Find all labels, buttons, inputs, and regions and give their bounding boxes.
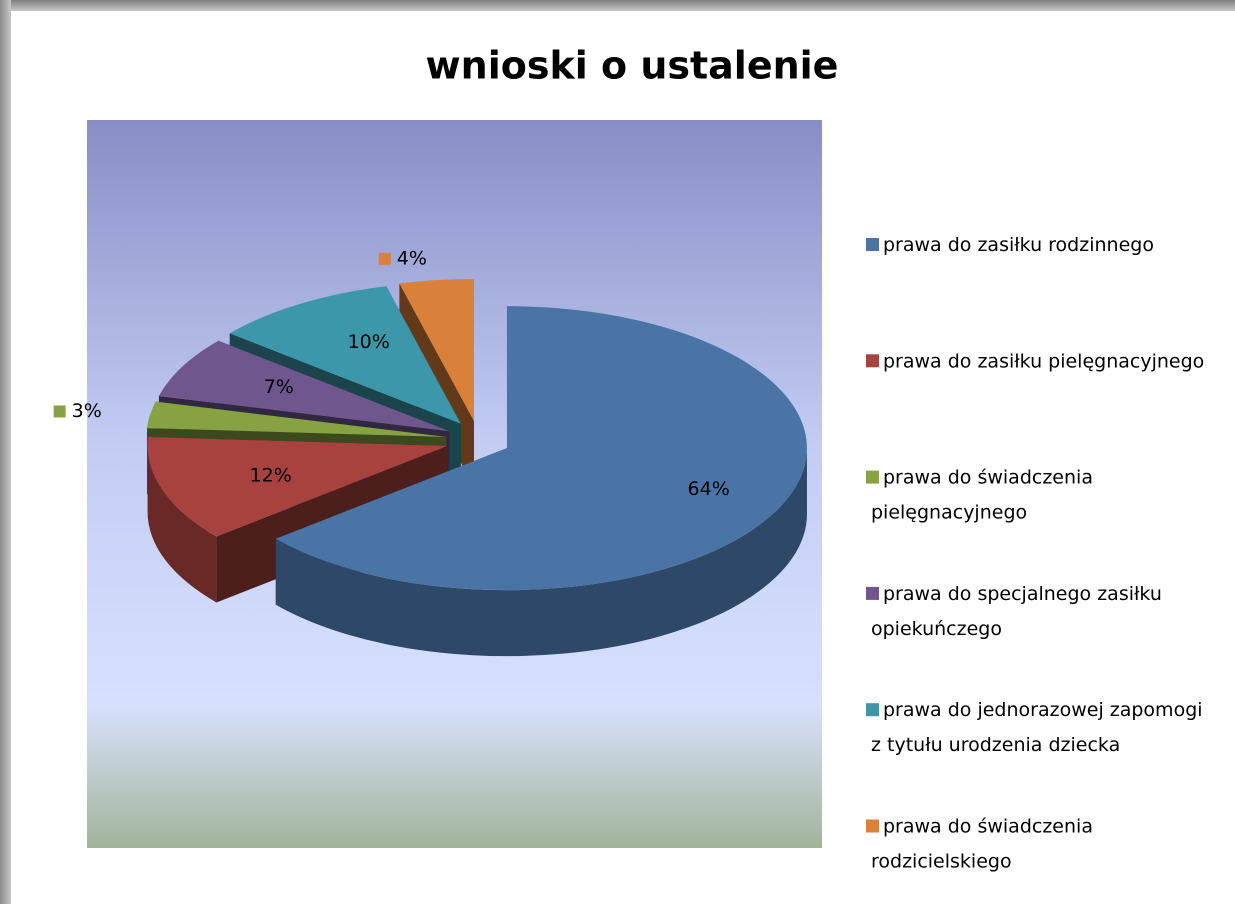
chart-title: wnioski o ustalenie: [426, 44, 839, 88]
pie-slice: [146, 401, 447, 437]
legend-label: prawa do specjalnego zasiłku opiekuńczego: [871, 582, 1162, 639]
legend-label: prawa do świadczenia pielęgnacyjnego: [871, 466, 1093, 523]
frame-top: [0, 0, 1235, 11]
legend-line: pielęgnacyjnego: [871, 501, 1027, 523]
legend-line: opiekuńczego: [871, 617, 1002, 639]
legend-label: prawa do zasiłku pielęgnacyjnego: [883, 350, 1204, 372]
legend-label: prawa do jednorazowej zapomogi z tytułu u…: [871, 699, 1203, 756]
legend-label: prawa do świadczenia rodzicielskiego: [871, 815, 1093, 872]
label-marker: [669, 483, 682, 496]
label-marker: [378, 252, 391, 265]
pie-slice: [399, 278, 474, 421]
legend-line: prawa do świadczenia: [883, 815, 1093, 837]
frame-left: [0, 0, 11, 904]
slice: [275, 306, 807, 657]
legend-line: prawa do zasiłku rodzinnego: [883, 234, 1154, 256]
legend-swatch: [866, 470, 879, 484]
label-marker: [245, 381, 258, 394]
data-label: 4%: [397, 247, 427, 269]
legend-line: prawa do specjalnego zasiłku: [883, 582, 1162, 604]
data-label: 64%: [688, 478, 730, 500]
legend-line: prawa do zasiłku pielęgnacyjnego: [883, 350, 1204, 372]
pie-slice: [158, 340, 450, 432]
pie-slice: [275, 306, 807, 591]
pie-slice: [147, 437, 448, 537]
slice-wall: [275, 448, 807, 657]
legend-swatch: [866, 703, 879, 717]
legend-swatch: [866, 238, 879, 251]
label-marker: [53, 405, 66, 418]
data-label: 12%: [250, 464, 292, 486]
legend-line: z tytułu urodzenia dziecka: [871, 734, 1120, 756]
data-label: 3%: [72, 400, 102, 422]
data-label: 7%: [264, 376, 294, 398]
data-label: 10%: [348, 331, 390, 353]
legend-swatch: [866, 586, 879, 600]
legend-swatch: [866, 354, 879, 368]
legend-swatch: [866, 819, 879, 833]
label-marker: [231, 469, 244, 482]
pie-slice: [229, 286, 461, 424]
legend-line: rodzicielskiego: [871, 850, 1012, 872]
slice-wall: [147, 445, 217, 603]
legend-line: prawa do jednorazowej zapomogi: [883, 699, 1203, 721]
label-marker: [329, 336, 342, 349]
legend-label: prawa do zasiłku rodzinnego: [883, 234, 1154, 256]
legend-line: prawa do świadczenia: [883, 466, 1093, 488]
